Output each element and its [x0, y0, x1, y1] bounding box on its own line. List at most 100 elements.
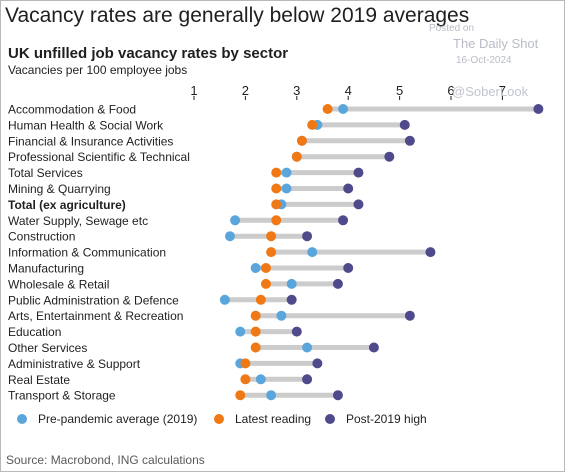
chart-row: Accommodation & Food — [8, 103, 544, 117]
pre-pandemic-dot — [224, 231, 235, 242]
chart-row: Information & Communication — [8, 246, 436, 260]
chart-row: Manufacturing — [8, 262, 354, 276]
chart-row: Administrative & Support — [8, 357, 323, 371]
legend-item: Latest reading — [214, 412, 311, 426]
x-axis: 1 2 3 4 5 6 7 — [190, 83, 506, 100]
chart-subtitle: Vacancies per 100 employee jobs — [8, 63, 187, 77]
post-2019-high-dot — [368, 342, 379, 353]
legend-item: Pre-pandemic average (2019) — [17, 412, 197, 426]
post-2019-high-dot — [302, 231, 313, 242]
x-tick-label: 6 — [447, 83, 454, 98]
legend-label: Pre-pandemic average (2019) — [38, 412, 197, 426]
latest-reading-dot — [255, 294, 266, 305]
pre-pandemic-dot — [250, 263, 261, 273]
x-tick-label: 7 — [499, 83, 506, 98]
post-2019-high-dot — [404, 310, 415, 321]
post-2019-high-dot — [343, 263, 354, 273]
category-label: Financial & Insurance Activities — [8, 134, 173, 148]
latest-reading-dot — [250, 310, 261, 321]
latest-reading-dot — [307, 119, 318, 130]
pre-pandemic-dot — [281, 183, 292, 194]
pre-pandemic-dot — [338, 104, 349, 114]
latest-reading-dot — [250, 342, 261, 353]
category-label: Accommodation & Food — [8, 103, 136, 117]
latest-reading-dot — [271, 167, 282, 178]
chart-row: Public Administration & Defence — [8, 293, 297, 307]
watermark-date: 16-Oct-2024 — [456, 55, 512, 66]
x-tick-label: 3 — [293, 83, 300, 98]
latest-reading-dot — [260, 278, 271, 289]
category-label: Transport & Storage — [8, 389, 116, 403]
chart-row: Construction — [8, 230, 313, 244]
chart-row: Human Health & Social Work — [8, 118, 410, 132]
x-tick-label: 5 — [396, 83, 403, 98]
legend-swatch — [214, 414, 224, 424]
pre-pandemic-dot — [307, 247, 318, 258]
post-2019-high-dot — [332, 278, 343, 289]
post-2019-high-dot — [291, 326, 302, 337]
pre-pandemic-dot — [255, 374, 266, 385]
latest-reading-dot — [240, 374, 251, 385]
legend-label: Post-2019 high — [346, 412, 427, 426]
category-label: Construction — [8, 230, 75, 244]
dot-range-chart: UK unfilled job vacancy rates by sector … — [8, 45, 544, 426]
category-label: Wholesale & Retail — [8, 277, 109, 291]
chart-legend: Pre-pandemic average (2019) Latest readin… — [17, 412, 427, 426]
category-label: Administrative & Support — [8, 357, 141, 371]
post-2019-high-dot — [302, 374, 313, 385]
post-2019-high-dot — [425, 247, 436, 258]
latest-reading-dot — [271, 199, 282, 210]
pre-pandemic-dot — [276, 310, 287, 321]
category-label: Other Services — [8, 341, 87, 355]
category-label: Water Supply, Sewage etc — [8, 214, 148, 228]
pre-pandemic-dot — [266, 390, 277, 401]
legend-label: Latest reading — [235, 412, 311, 426]
latest-reading-dot — [291, 151, 302, 162]
chart-row: Arts, Entertainment & Recreation — [8, 309, 415, 323]
x-tick-label: 2 — [242, 83, 249, 98]
category-label: Professional Scientific & Technical — [8, 150, 190, 164]
latest-reading-dot — [266, 231, 277, 242]
post-2019-high-dot — [332, 390, 343, 401]
chart-row: Financial & Insurance Activities — [8, 134, 415, 148]
x-tick-label: 1 — [190, 83, 197, 98]
post-2019-high-dot — [343, 183, 354, 194]
latest-reading-dot — [266, 247, 277, 258]
category-label: Education — [8, 325, 61, 339]
source-note: Source: Macrobond, ING calculations — [6, 453, 205, 467]
post-2019-high-dot — [399, 119, 410, 130]
category-label: Total (ex agriculture) — [8, 198, 126, 212]
legend-swatch — [17, 414, 27, 424]
latest-reading-dot — [250, 326, 261, 337]
watermark-name: The Daily Shot — [453, 36, 539, 51]
post-2019-high-dot — [384, 151, 395, 162]
category-label: Real Estate — [8, 373, 70, 387]
legend-item: Post-2019 high — [325, 412, 427, 426]
post-2019-high-dot — [338, 215, 349, 226]
category-label: Information & Communication — [8, 246, 166, 260]
watermark-handle: @SoberLook — [452, 84, 529, 99]
latest-reading-dot — [260, 263, 271, 273]
post-2019-high-dot — [312, 358, 323, 369]
category-label: Human Health & Social Work — [8, 118, 164, 132]
chart-row: Water Supply, Sewage etc — [8, 214, 349, 228]
pre-pandemic-dot — [235, 326, 246, 337]
category-label: Arts, Entertainment & Recreation — [8, 309, 183, 323]
latest-reading-dot — [235, 390, 246, 401]
post-2019-high-dot — [533, 104, 544, 114]
watermark-posted: Posted on — [429, 23, 475, 34]
post-2019-high-dot — [353, 167, 364, 178]
chart-row: Transport & Storage — [8, 389, 343, 403]
pre-pandemic-dot — [302, 342, 313, 353]
chart-row: Total Services — [8, 166, 364, 180]
chart-row: Other Services — [8, 341, 379, 355]
latest-reading-dot — [271, 183, 282, 194]
page-headline: Vacancy rates are generally below 2019 a… — [5, 4, 470, 27]
category-label: Public Administration & Defence — [8, 293, 179, 307]
pre-pandemic-dot — [286, 278, 297, 289]
post-2019-high-dot — [404, 135, 415, 146]
chart-row: Professional Scientific & Technical — [8, 150, 395, 164]
latest-reading-dot — [296, 135, 307, 146]
